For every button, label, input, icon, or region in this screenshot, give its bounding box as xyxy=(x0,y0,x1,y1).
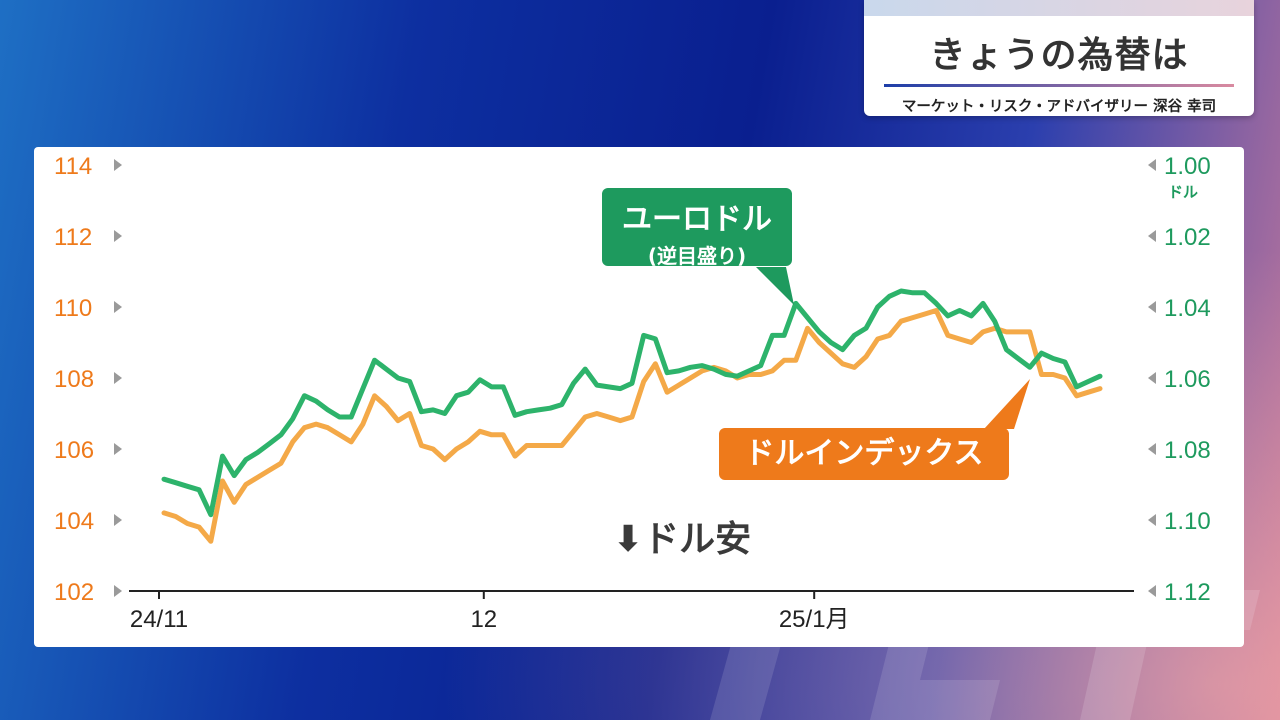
left-tick-marker-icon xyxy=(114,301,122,313)
page-title: きょうの為替は xyxy=(929,35,1189,76)
right-tick-marker-icon xyxy=(1148,514,1156,526)
right-tick-marker-icon xyxy=(1148,230,1156,242)
title-divider xyxy=(884,84,1234,87)
right-tick-marker-icon xyxy=(1148,372,1156,384)
title-panel: きょうの為替は マーケット・リスク・アドバイザリー 深谷 幸司 xyxy=(864,0,1254,116)
left-tick-marker-icon xyxy=(114,372,122,384)
left-tick-label: 110 xyxy=(54,295,92,322)
chart-card: 102 104 106 108 110 112 114 1.00 1.02 1.04 1.06 1.0… xyxy=(34,147,1244,647)
left-tick-label: 104 xyxy=(54,508,94,535)
right-tick-label: 1.02 xyxy=(1164,224,1211,251)
line-chart: 102 104 106 108 110 112 114 1.00 1.02 1.04 1.06 1.0… xyxy=(54,153,1211,633)
euro-callout-pointer xyxy=(756,267,794,305)
right-tick-label: 1.12 xyxy=(1164,579,1211,606)
x-tick-label: 12 xyxy=(470,606,497,633)
weak-dollar-text: ドル安 xyxy=(643,519,752,560)
right-tick-label: 1.04 xyxy=(1164,295,1211,322)
title-panel-accent xyxy=(864,0,1254,16)
x-tick-label: 25/1月 xyxy=(779,606,850,633)
x-tick-label: 24/11 xyxy=(130,606,188,633)
left-tick-marker-icon xyxy=(114,443,122,455)
right-tick-marker-icon xyxy=(1148,301,1156,313)
dxy-series-line xyxy=(161,308,1103,544)
right-tick-label: 1.08 xyxy=(1164,437,1211,464)
dxy-callout: ドルインデックス xyxy=(719,428,1009,480)
euro-callout-subtitle: (逆目盛り) xyxy=(647,244,747,268)
page-subtitle: マーケット・リスク・アドバイザリー 深谷 幸司 xyxy=(901,99,1217,115)
right-tick-marker-icon xyxy=(1148,585,1156,597)
right-tick-label: 1.06 xyxy=(1164,366,1211,393)
weak-dollar-note: ⬇ドル安 xyxy=(613,510,751,562)
euro-series-line xyxy=(161,288,1103,518)
right-tick-label: 1.10 xyxy=(1164,508,1211,535)
euro-callout-title: ユーロドル xyxy=(622,202,772,237)
left-tick-label: 106 xyxy=(54,437,94,464)
left-tick-marker-icon xyxy=(114,159,122,171)
right-tick-marker-icon xyxy=(1148,159,1156,171)
left-tick-marker-icon xyxy=(114,230,122,242)
down-arrow-icon: ⬇ xyxy=(613,519,644,560)
left-tick-label: 102 xyxy=(54,579,94,606)
right-tick-marker-icon xyxy=(1148,443,1156,455)
right-tick-label: 1.00 xyxy=(1164,153,1211,180)
left-tick-marker-icon xyxy=(114,585,122,597)
left-tick-marker-icon xyxy=(114,514,122,526)
left-tick-label: 108 xyxy=(54,366,94,393)
left-tick-label: 114 xyxy=(54,153,92,180)
euro-callout: ユーロドル (逆目盛り) xyxy=(602,188,792,268)
right-axis-unit: ドル xyxy=(1168,183,1198,201)
dxy-callout-pointer xyxy=(984,379,1030,429)
left-tick-label: 112 xyxy=(54,224,92,251)
